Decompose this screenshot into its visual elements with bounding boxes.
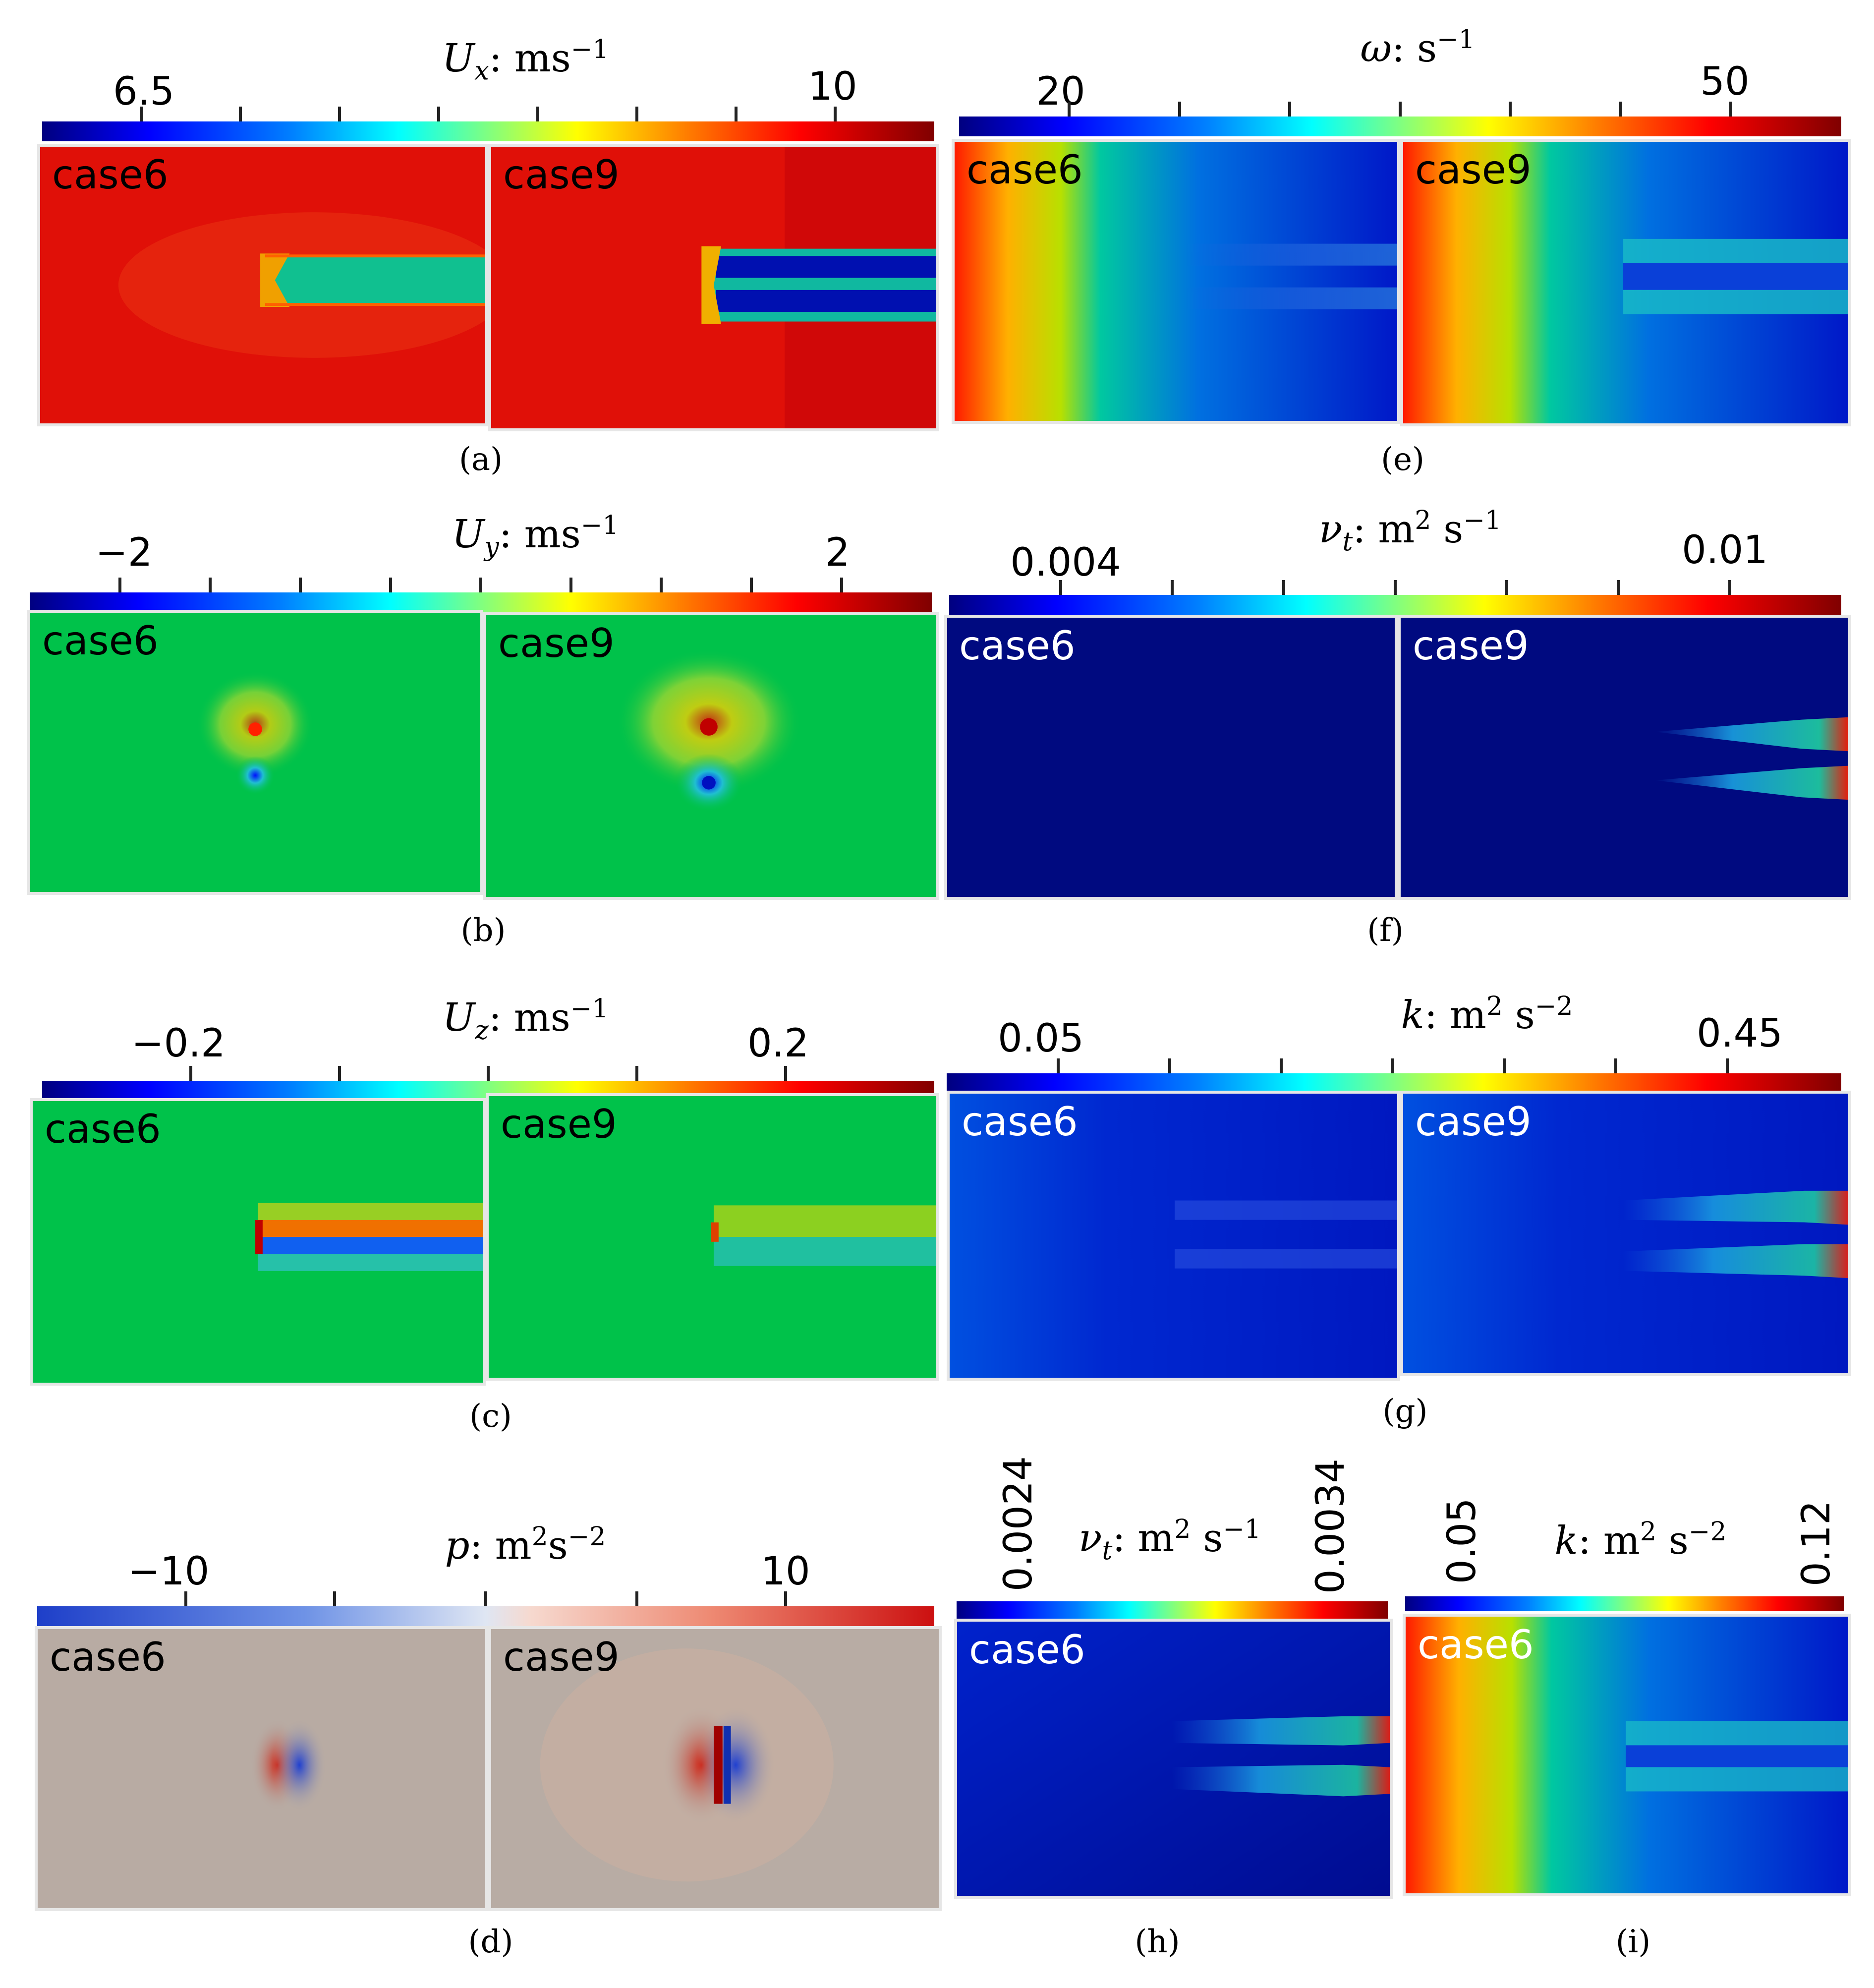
case-label: case9 [1415,147,1532,193]
panel-h-case6: case6 [954,1619,1393,1899]
colorbar-c-tick-max: 0.2 [747,1021,809,1066]
panel-g-case6: case6 [947,1091,1400,1381]
colorbar-g-gradient [947,1058,1841,1093]
caption-h: (h) [1135,1924,1180,1960]
caption-f: (f) [1367,912,1404,949]
caption-i: (i) [1615,1924,1651,1960]
colorbar-i-tick-max: 0.12 [1794,1500,1839,1586]
colorbar-b-tick-min: −2 [95,530,153,575]
case-label: case9 [501,1101,617,1147]
panel-i-case6: case6 [1403,1614,1851,1896]
colorbar-d-tick-min: −10 [127,1549,210,1594]
colorbar-d-title: p: m2s−2 [445,1522,606,1568]
colorbar-h-tick-min: 0.0024 [996,1456,1041,1591]
colorbar-d-gradient [37,1591,934,1626]
colorbar-i-title: k: m2 s−2 [1554,1517,1727,1563]
panel-c-case6: case6 [30,1098,486,1386]
case-label: case6 [1418,1622,1534,1668]
panel-a-case9: case9 [488,144,939,431]
panel-d-case6: case6 [35,1626,488,1911]
panel-f-case9: case9 [1398,615,1851,900]
colorbar-h-title: νt: m2 s−1 [1079,1515,1261,1566]
colorbar-h-tick-max: 0.0034 [1308,1459,1353,1594]
colorbar-f-tick-min: 0.004 [1010,540,1121,585]
case-label: case6 [959,623,1076,669]
panel-d-case9: case9 [488,1626,942,1911]
colorbar-g-tick-min: 0.05 [998,1016,1084,1061]
caption-g: (g) [1382,1393,1428,1430]
colorbar-f-gradient [949,580,1841,615]
colorbar-g-tick-max: 0.45 [1697,1011,1783,1056]
panel-c-case9: case9 [486,1093,939,1381]
colorbar-b-tick-max: 2 [825,530,850,575]
panel-a-case6: case6 [37,144,488,426]
case-label: case6 [45,1106,161,1152]
caption-d: (d) [468,1924,513,1960]
case-label: case6 [966,147,1083,193]
colorbar-f-title: νt: m2 s−1 [1319,506,1501,557]
colorbar-a-title: Ux: ms−1 [442,35,609,86]
colorbar-b-gradient [30,578,932,612]
caption-e: (e) [1381,441,1424,478]
colorbar-a-tick-min: 6.5 [113,69,175,114]
colorbar-i-tick-min: 0.05 [1440,1498,1484,1584]
colorbar-e-tick-min: 20 [1036,69,1085,114]
caption-a: (a) [458,441,503,478]
colorbar-b-title: Uy: ms−1 [452,511,619,562]
case-label: case6 [52,152,169,198]
panel-g-case9: case9 [1400,1091,1851,1376]
colorbar-c-tick-min: −0.2 [131,1021,226,1066]
colorbar-a-gradient [42,107,934,141]
case-label: case9 [503,1634,620,1680]
case-label: case9 [503,152,620,198]
colorbar-c-title: Uz: ms−1 [442,994,609,1046]
panel-e-case9: case9 [1400,139,1851,426]
colorbar-i-gradient [1405,1596,1844,1611]
case-label: case9 [498,620,615,666]
case-label: case9 [1413,623,1529,669]
colorbar-h-gradient [957,1601,1388,1619]
caption-b: (b) [460,912,506,949]
colorbar-e-tick-max: 50 [1700,59,1750,104]
caption-c: (c) [469,1398,512,1435]
case-label: case6 [42,618,159,664]
colorbar-d-tick-max: 10 [761,1549,810,1594]
colorbar-f-tick-max: 0.01 [1682,528,1768,573]
colorbar-a-tick-max: 10 [808,64,857,109]
panel-f-case6: case6 [944,615,1398,900]
colorbar-e-title: ω: s−1 [1360,25,1475,71]
colorbar-e-gradient [959,102,1841,136]
case-label: case6 [50,1634,166,1680]
case-label: case6 [962,1099,1078,1145]
panel-e-case6: case6 [952,139,1400,424]
panel-b-case6: case6 [27,610,483,895]
case-label: case9 [1415,1099,1532,1145]
colorbar-g-title: k: m2 s−2 [1401,992,1573,1038]
case-label: case6 [969,1627,1085,1673]
panel-b-case9: case9 [483,612,939,900]
